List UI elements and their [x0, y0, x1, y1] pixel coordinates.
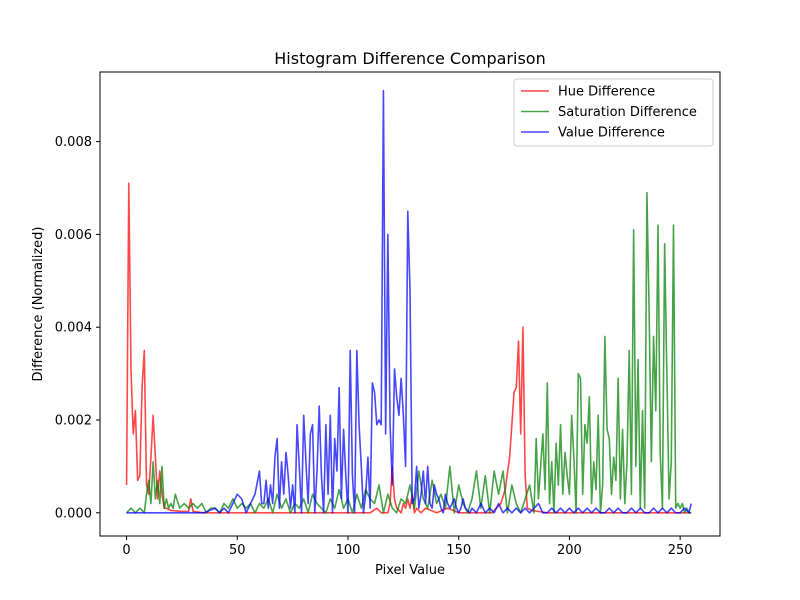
- x-axis-ticks: 0 50 100 150 200 250: [122, 536, 693, 558]
- legend-label-2: Saturation Difference: [558, 105, 697, 120]
- y-axis-ticks: 0.000 0.002 0.004 0.006 0.008: [55, 135, 100, 521]
- x-tick-label: 50: [229, 543, 246, 558]
- series-line-2: [125, 191, 692, 514]
- x-tick-label: 0: [122, 543, 130, 558]
- y-tick-label: 0.000: [55, 506, 92, 521]
- x-tick-label: 200: [557, 543, 582, 558]
- y-tick-label: 0.002: [55, 414, 92, 429]
- legend: Hue Difference Saturation Difference Value…: [513, 78, 714, 147]
- plot-frame: [99, 71, 721, 537]
- x-tick-label: 150: [446, 543, 471, 558]
- series-line-1: [125, 182, 692, 514]
- legend-box: [513, 78, 714, 147]
- x-axis-label: Pixel Value: [375, 563, 445, 578]
- plot-area: [99, 71, 721, 537]
- chart-title: Histogram Difference Comparison: [274, 49, 545, 68]
- y-axis-label: Difference (Normalized): [31, 226, 46, 381]
- x-tick-label: 100: [336, 543, 361, 558]
- y-tick-label: 0.006: [55, 228, 92, 243]
- series-line-3: [126, 89, 692, 514]
- series-layer: [125, 89, 692, 514]
- legend-label-3: Value Difference: [558, 126, 665, 141]
- y-tick-label: 0.004: [55, 321, 92, 336]
- x-tick-label: 250: [668, 543, 693, 558]
- legend-label-1: Hue Difference: [558, 85, 655, 100]
- y-tick-label: 0.008: [55, 135, 92, 150]
